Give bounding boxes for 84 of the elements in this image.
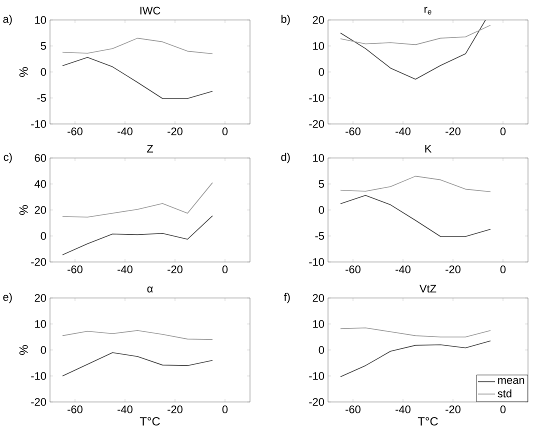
- x-tick-label: -40: [396, 266, 410, 274]
- y-tick-label: -10: [31, 372, 46, 380]
- y-tick-label: 10: [35, 16, 46, 24]
- x-tick-label: -40: [118, 128, 132, 136]
- y-tick-label: -10: [309, 258, 324, 266]
- y-tick-label: 20: [34, 206, 46, 214]
- chart-title: K: [425, 144, 432, 152]
- text: e): [3, 292, 12, 304]
- x-tick-label: -60: [346, 128, 360, 136]
- y-tick-label: 0: [318, 206, 324, 214]
- x-tick-label: -60: [68, 266, 82, 274]
- x-tick-label: 0: [500, 266, 506, 274]
- chart-title: VtZ: [420, 284, 436, 292]
- y-tick-label: 0: [40, 232, 46, 240]
- line-series: [340, 24, 491, 46]
- line-series: [62, 215, 213, 256]
- y-tick-label: -5: [315, 232, 324, 240]
- line-series: [62, 182, 213, 218]
- x-tick-label: 0: [222, 266, 228, 274]
- line-series: [62, 57, 213, 99]
- y-tick-label: 20: [34, 294, 46, 302]
- x-tick-label: 0: [500, 128, 506, 136]
- line-series: [340, 20, 486, 80]
- y-tick-label: -20: [31, 258, 46, 266]
- x-tick-label: -40: [396, 128, 410, 136]
- text: d): [281, 152, 290, 164]
- y-tick-label: 60: [34, 154, 46, 162]
- y-tick-label: 10: [313, 154, 324, 162]
- chart-title: Z: [147, 144, 153, 152]
- line-series: [62, 330, 213, 340]
- line-series: [340, 195, 491, 237]
- y-axis-title: %: [19, 205, 28, 215]
- x-tick-label: -40: [396, 406, 410, 414]
- x-tick-label: 0: [500, 406, 506, 414]
- y-tick-label: 0: [40, 346, 46, 354]
- y-tick-label: 5: [40, 42, 46, 50]
- x-tick-label: 0: [222, 406, 228, 414]
- y-tick-label: 10: [313, 42, 324, 50]
- chart-title: IWC: [140, 6, 160, 14]
- y-tick-label: 0: [318, 346, 324, 354]
- x-axis-title: T°C: [418, 417, 438, 426]
- x-tick-label: -40: [118, 266, 132, 274]
- x-tick-label: -60: [68, 128, 82, 136]
- y-tick-label: -5: [37, 94, 46, 102]
- y-tick-label: 10: [313, 320, 324, 328]
- y-tick-label: 10: [35, 320, 46, 328]
- y-tick-label: -20: [31, 398, 46, 406]
- line-series: [340, 327, 491, 338]
- x-tick-label: -20: [446, 266, 460, 274]
- y-axis-title: %: [19, 345, 28, 355]
- y-tick-label: 40: [34, 180, 46, 188]
- x-tick-label: -60: [68, 406, 82, 414]
- x-tick-label: -60: [346, 406, 360, 414]
- y-tick-label: -20: [309, 120, 324, 128]
- y-axis-title: %: [19, 67, 28, 77]
- x-tick-label: -20: [446, 128, 460, 136]
- y-tick-label: 20: [312, 294, 324, 302]
- y-tick-label: 0: [40, 68, 46, 76]
- y-tick-label: 0: [318, 68, 324, 76]
- legend-label: mean: [498, 378, 524, 384]
- x-tick-label: -20: [168, 406, 182, 414]
- x-tick-label: -20: [446, 406, 460, 414]
- x-tick-label: -20: [168, 266, 182, 274]
- y-tick-label: -10: [31, 120, 46, 128]
- chart-title: r$_{e}$: [424, 6, 432, 14]
- text: f): [284, 292, 290, 304]
- text: a): [3, 14, 12, 26]
- text: c): [4, 152, 12, 164]
- x-tick-label: 0: [222, 128, 228, 136]
- y-tick-label: 20: [312, 16, 324, 24]
- x-tick-label: -20: [168, 128, 182, 136]
- chart-title: α: [147, 286, 153, 292]
- y-tick-label: -10: [309, 372, 324, 380]
- line-series: [340, 176, 491, 192]
- text: b): [281, 14, 290, 26]
- line-series: [340, 340, 491, 378]
- x-tick-label: -40: [118, 406, 132, 414]
- y-tick-label: -20: [309, 398, 324, 406]
- y-tick-label: 5: [318, 180, 324, 188]
- x-axis-title: T°C: [140, 417, 160, 426]
- line-series: [62, 38, 213, 54]
- x-tick-label: -60: [346, 266, 360, 274]
- legend-label: std: [498, 389, 512, 398]
- y-tick-label: -10: [309, 94, 324, 102]
